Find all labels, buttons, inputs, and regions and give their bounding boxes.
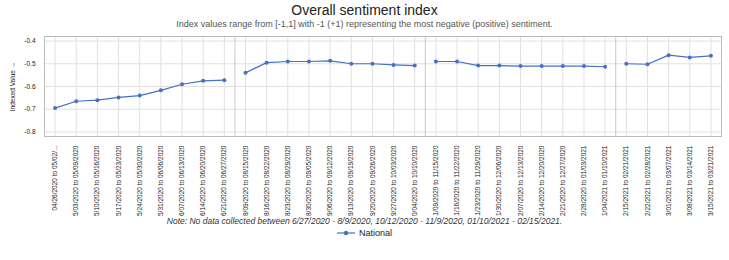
svg-text:11/09/2020 to 11/15/2020: 11/09/2020 to 11/15/2020 <box>432 145 439 216</box>
svg-text:02/22/2021 to 02/28/2021: 02/22/2021 to 02/28/2021 <box>644 145 651 216</box>
svg-text:02/15/2021 to 02/21/2021: 02/15/2021 to 02/21/2021 <box>622 145 629 216</box>
svg-text:09/20/2020 to 09/26/2020: 09/20/2020 to 09/26/2020 <box>369 145 376 216</box>
svg-text:12/07/2020 to 12/13/2020: 12/07/2020 to 12/13/2020 <box>517 145 524 216</box>
svg-text:08/23/2020 to 08/29/2020: 08/23/2020 to 08/29/2020 <box>284 145 291 216</box>
svg-text:-0.4: -0.4 <box>24 37 36 44</box>
svg-text:-0.7: -0.7 <box>24 105 36 112</box>
svg-text:05/17/2020 to 05/23/2020: 05/17/2020 to 05/23/2020 <box>115 145 122 216</box>
svg-text:12/14/2020 to 12/20/2020: 12/14/2020 to 12/20/2020 <box>538 145 545 216</box>
svg-text:03/15/2021 to 03/21/2021: 03/15/2021 to 03/21/2021 <box>707 145 714 216</box>
svg-text:12/21/2020 to 12/27/2020: 12/21/2020 to 12/27/2020 <box>559 145 566 216</box>
svg-text:08/16/2020 to 08/22/2020: 08/16/2020 to 08/22/2020 <box>263 145 270 216</box>
svg-text:06/07/2020 to 06/13/2020: 06/07/2020 to 06/13/2020 <box>178 145 185 216</box>
svg-text:09/06/2020 to 09/12/2020: 09/06/2020 to 09/12/2020 <box>326 145 333 216</box>
svg-text:08/30/2020 to 09/05/2020: 08/30/2020 to 09/05/2020 <box>305 145 312 216</box>
svg-text:03/01/2021 to 03/07/2021: 03/01/2021 to 03/07/2021 <box>665 145 672 216</box>
svg-text:09/13/2020 to 09/19/2020: 09/13/2020 to 09/19/2020 <box>347 145 354 216</box>
svg-text:05/03/2020 to 05/09/2020: 05/03/2020 to 05/09/2020 <box>72 145 79 216</box>
svg-text:12/28/2020 to 01/03/2021: 12/28/2020 to 01/03/2021 <box>580 145 587 216</box>
svg-text:-0.8: -0.8 <box>24 128 36 135</box>
svg-text:05/31/2020 to 06/06/2020: 05/31/2020 to 06/06/2020 <box>157 145 164 216</box>
svg-text:01/04/2021 to 01/10/2021: 01/04/2021 to 01/10/2021 <box>601 145 608 216</box>
svg-text:11/30/2020 to 12/06/2020: 11/30/2020 to 12/06/2020 <box>495 145 502 216</box>
html-text:Overall sentiment index: Overall sentiment index <box>291 2 438 18</box>
html-text:Index values range from [-1,1]: Index values range from [-1,1] with -1 (… <box>176 19 553 29</box>
svg-text:04/26/2020 to 05/02/...: 04/26/2020 to 05/02/... <box>51 145 58 210</box>
svg-text:08/09/2020 to 08/15/2020: 08/09/2020 to 08/15/2020 <box>242 145 249 216</box>
svg-text:10/04/2020 to 10/10/2020: 10/04/2020 to 10/10/2020 <box>411 145 418 216</box>
svg-text:05/24/2020 to 05/30/2020: 05/24/2020 to 05/30/2020 <box>136 145 143 216</box>
html-text:National: National <box>359 228 392 238</box>
svg-text:Indexed Value →: Indexed Value → <box>9 62 16 111</box>
svg-text:03/08/2021 to 03/14/2021: 03/08/2021 to 03/14/2021 <box>686 145 693 216</box>
svg-text:06/14/2020 to 06/20/2020: 06/14/2020 to 06/20/2020 <box>199 145 206 216</box>
svg-text:-0.5: -0.5 <box>24 60 36 67</box>
svg-text:06/21/2020 to 06/27/2020: 06/21/2020 to 06/27/2020 <box>220 145 227 216</box>
html-text:Note: No data collected betwee: Note: No data collected between 6/27/202… <box>166 216 563 226</box>
svg-text:11/16/2020 to 11/22/2020: 11/16/2020 to 11/22/2020 <box>453 145 460 216</box>
svg-text:09/27/2020 to 10/03/2020: 09/27/2020 to 10/03/2020 <box>390 145 397 216</box>
svg-text:11/23/2020 to 11/29/2020: 11/23/2020 to 11/29/2020 <box>474 145 481 216</box>
svg-text:05/10/2020 to 05/16/2020: 05/10/2020 to 05/16/2020 <box>93 145 100 216</box>
svg-text:-0.6: -0.6 <box>24 83 36 90</box>
